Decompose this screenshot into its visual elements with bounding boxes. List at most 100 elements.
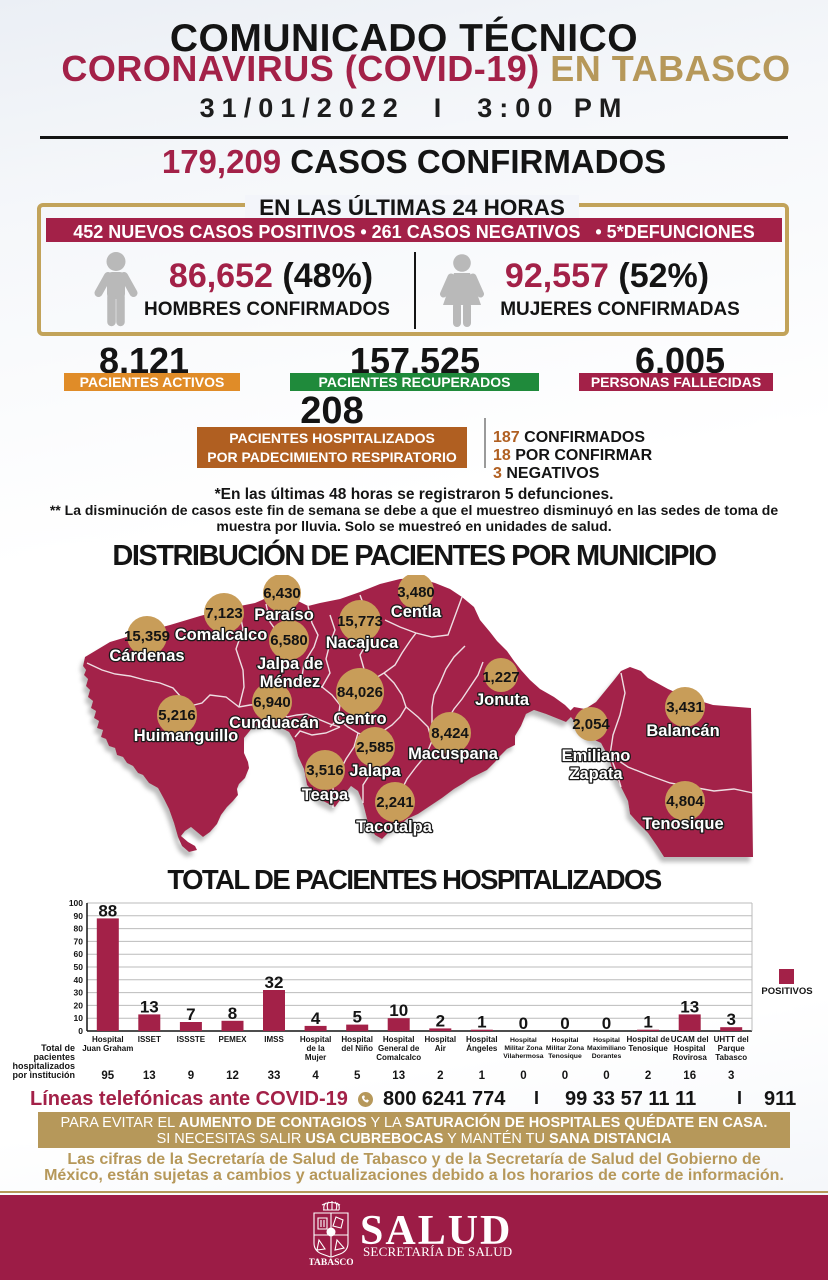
svg-text:0: 0 (78, 1026, 83, 1036)
svg-text:Juan Graham: Juan Graham (82, 1044, 133, 1053)
svg-text:Parque: Parque (718, 1044, 746, 1053)
svg-text:7: 7 (186, 1005, 195, 1024)
svg-text:Militar Zona: Militar Zona (504, 1045, 542, 1052)
svg-text:Hospital: Hospital (92, 1035, 124, 1044)
svg-text:Rovirosa: Rovirosa (673, 1053, 708, 1062)
svg-text:Zapata: Zapata (569, 765, 623, 783)
svg-text:Cárdenas: Cárdenas (109, 647, 184, 665)
svg-text:Jonuta: Jonuta (475, 691, 530, 709)
svg-text:6,940: 6,940 (253, 694, 291, 711)
svg-text:2: 2 (645, 1070, 651, 1082)
svg-text:0: 0 (562, 1070, 568, 1082)
svg-text:12: 12 (226, 1070, 239, 1082)
svg-text:2,585: 2,585 (356, 739, 394, 756)
svg-text:Centro: Centro (333, 710, 386, 728)
svg-text:Jalpa de: Jalpa de (257, 655, 323, 673)
svg-text:POSITIVOS: POSITIVOS (761, 986, 812, 997)
svg-text:2: 2 (437, 1070, 443, 1082)
svg-text:1: 1 (477, 1013, 486, 1032)
svg-text:Hospital: Hospital (510, 1037, 537, 1044)
svg-text:ISSSTE: ISSSTE (177, 1035, 206, 1044)
svg-text:4: 4 (312, 1070, 319, 1082)
svg-text:hospitalizados: hospitalizados (12, 1061, 75, 1071)
svg-text:6,430: 6,430 (263, 585, 301, 602)
svg-text:5: 5 (352, 1008, 361, 1027)
svg-text:Hospital: Hospital (552, 1037, 579, 1044)
svg-text:4,804: 4,804 (666, 793, 704, 810)
svg-text:del Niño: del Niño (341, 1044, 373, 1053)
svg-text:Teapa: Teapa (302, 786, 349, 804)
svg-text:Ángeles: Ángeles (466, 1044, 498, 1053)
svg-text:95: 95 (101, 1070, 114, 1082)
svg-text:0: 0 (602, 1014, 611, 1033)
svg-text:Militar Zona: Militar Zona (546, 1045, 584, 1052)
svg-text:9: 9 (188, 1070, 194, 1082)
svg-text:80: 80 (74, 924, 84, 934)
svg-text:Tenosique: Tenosique (548, 1053, 582, 1060)
svg-text:32: 32 (265, 973, 284, 992)
svg-text:Jalapa: Jalapa (349, 762, 401, 780)
svg-text:ISSET: ISSET (138, 1035, 161, 1044)
svg-text:Macuspana: Macuspana (408, 745, 499, 763)
svg-text:Méndez: Méndez (260, 673, 321, 691)
svg-text:Hospital: Hospital (466, 1035, 498, 1044)
svg-text:13: 13 (392, 1070, 405, 1082)
svg-text:30: 30 (74, 988, 84, 998)
svg-text:20: 20 (74, 1000, 84, 1010)
svg-text:Tacotalpa: Tacotalpa (356, 818, 433, 836)
svg-text:2,241: 2,241 (376, 794, 414, 811)
svg-text:1: 1 (479, 1070, 486, 1082)
svg-text:0: 0 (560, 1014, 569, 1033)
svg-text:15,773: 15,773 (337, 613, 383, 630)
svg-text:Hospital: Hospital (593, 1037, 620, 1044)
svg-text:88: 88 (98, 901, 117, 920)
svg-text:15,359: 15,359 (124, 628, 170, 645)
svg-text:8: 8 (228, 1004, 237, 1023)
svg-text:PEMEX: PEMEX (218, 1035, 247, 1044)
svg-text:1: 1 (643, 1013, 652, 1032)
svg-text:Tabasco: Tabasco (715, 1053, 747, 1062)
svg-text:7,123: 7,123 (205, 605, 243, 622)
svg-text:Vilahermosa: Vilahermosa (503, 1053, 544, 1060)
svg-text:TABASCO: TABASCO (309, 1258, 353, 1268)
svg-text:2: 2 (436, 1011, 445, 1030)
svg-text:33: 33 (268, 1070, 281, 1082)
svg-text:13: 13 (143, 1070, 156, 1082)
svg-text:1,227: 1,227 (482, 669, 520, 686)
svg-text:Total de: Total de (41, 1043, 75, 1053)
svg-text:Comalcalco: Comalcalco (376, 1053, 421, 1062)
svg-text:Cunduacán: Cunduacán (229, 714, 319, 732)
svg-text:84,026: 84,026 (337, 684, 383, 701)
svg-text:8,424: 8,424 (431, 725, 469, 742)
svg-text:10: 10 (74, 1013, 84, 1023)
svg-text:3: 3 (728, 1070, 734, 1082)
svg-text:13: 13 (680, 997, 699, 1016)
svg-text:Air: Air (435, 1044, 446, 1053)
svg-text:60: 60 (74, 949, 84, 959)
svg-text:5,216: 5,216 (158, 707, 196, 724)
svg-text:IMSS: IMSS (264, 1035, 284, 1044)
svg-text:50: 50 (74, 962, 84, 972)
svg-text:Comalcalco: Comalcalco (175, 626, 268, 644)
svg-text:6,580: 6,580 (270, 632, 308, 649)
svg-text:3,431: 3,431 (666, 699, 704, 716)
svg-text:Hospital: Hospital (383, 1035, 415, 1044)
svg-text:100: 100 (69, 898, 83, 908)
svg-text:Mujer: Mujer (305, 1053, 326, 1062)
svg-text:pacientes: pacientes (33, 1052, 75, 1062)
svg-text:Balancán: Balancán (646, 722, 719, 740)
svg-text:Hospital de: Hospital de (627, 1035, 671, 1044)
svg-text:Maximiliano: Maximiliano (587, 1045, 626, 1052)
svg-text:Hospital: Hospital (425, 1035, 457, 1044)
svg-text:General de: General de (378, 1044, 420, 1053)
svg-text:2,054: 2,054 (572, 716, 610, 733)
svg-text:10: 10 (389, 1001, 408, 1020)
svg-text:4: 4 (311, 1009, 321, 1028)
svg-text:70: 70 (74, 936, 84, 946)
svg-text:0: 0 (520, 1070, 526, 1082)
svg-text:Hospital: Hospital (341, 1035, 373, 1044)
svg-text:Hospital: Hospital (300, 1035, 332, 1044)
svg-text:Nacajuca: Nacajuca (326, 634, 399, 652)
svg-text:90: 90 (74, 911, 84, 921)
svg-text:13: 13 (140, 997, 159, 1016)
